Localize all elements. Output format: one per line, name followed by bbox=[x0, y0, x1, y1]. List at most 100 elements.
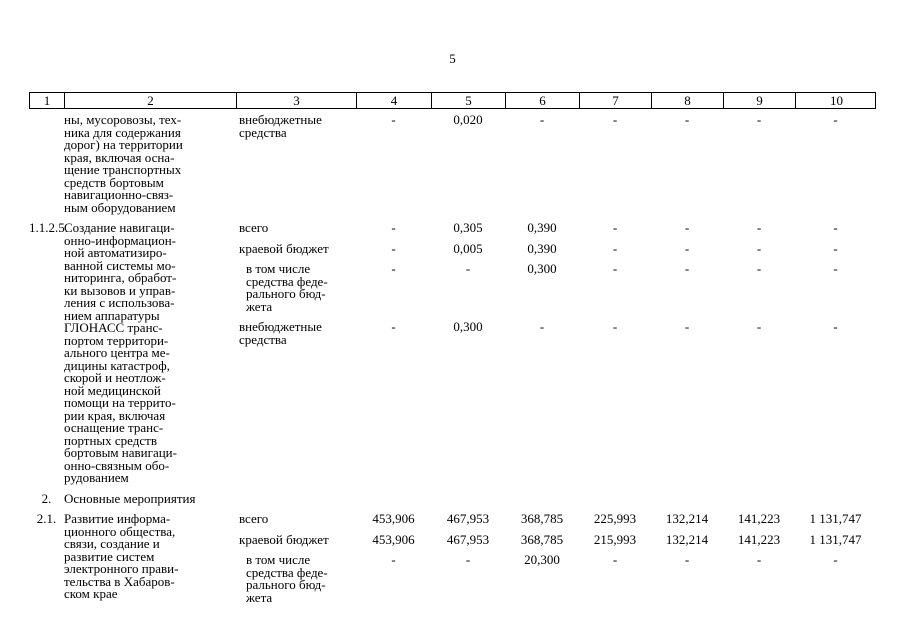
header-cell: 2 bbox=[65, 93, 237, 108]
row-number: 1.1.2.5. bbox=[29, 220, 68, 235]
value-cell: 0,390 bbox=[527, 240, 557, 256]
budget-line: внебюджетные средства - 0,020 - - - - - bbox=[236, 112, 876, 140]
header-cell: 6 bbox=[506, 93, 580, 108]
row-description: Основные мероприятия bbox=[64, 490, 196, 506]
value-cell: - bbox=[756, 220, 762, 235]
row-description: ны, мусоровозы, тех- ника для содержания… bbox=[64, 112, 183, 215]
header-cell: 5 bbox=[432, 93, 506, 108]
value-cell: 0,005 bbox=[453, 240, 483, 256]
budget-line: в том числе средства феде- рального бюд-… bbox=[236, 552, 876, 605]
budget-line-label: всего bbox=[239, 220, 269, 235]
value-cell: - bbox=[833, 112, 838, 127]
value-cell: - bbox=[684, 240, 690, 256]
value-cell: - bbox=[465, 552, 471, 567]
value-cell: - bbox=[612, 261, 618, 276]
value-cell: - bbox=[539, 319, 545, 334]
value-cell: - bbox=[756, 240, 762, 256]
table-body: ны, мусоровозы, тех- ника для содержания… bbox=[29, 109, 876, 604]
value-cell: - bbox=[391, 319, 396, 334]
value-cell: 132,214 bbox=[665, 531, 709, 547]
value-cell: - bbox=[612, 552, 618, 567]
value-cell: 20,300 bbox=[524, 552, 560, 567]
value-cell: 0,390 bbox=[527, 220, 557, 235]
header-cell: 4 bbox=[357, 93, 432, 108]
table-row: 1.1.2.5. Создание навигаци- онно-информа… bbox=[29, 220, 876, 485]
value-cell: 0,305 bbox=[453, 220, 483, 235]
value-cell: - bbox=[684, 112, 690, 127]
header-cell: 7 bbox=[580, 93, 652, 108]
budget-table: 1 2 3 4 5 6 7 8 9 10 ны, мусоровозы, тех… bbox=[29, 92, 876, 612]
value-cell: - bbox=[612, 240, 618, 256]
table-row: 2. Основные мероприятия bbox=[29, 490, 876, 506]
budget-line: краевой бюджет - 0,005 0,390 - - - - bbox=[236, 240, 876, 256]
row-items: всего - 0,305 0,390 - - - - краевой бюдж… bbox=[236, 220, 876, 347]
value-cell: - bbox=[756, 319, 762, 334]
header-cell: 8 bbox=[652, 93, 724, 108]
value-cell: 368,785 bbox=[520, 511, 564, 526]
budget-line-label: краевой бюджет bbox=[239, 240, 329, 256]
row-description: Развитие информа- ционного общества, свя… bbox=[64, 511, 179, 601]
value-cell: - bbox=[612, 319, 618, 334]
value-cell: - bbox=[833, 552, 838, 567]
value-cell: - bbox=[539, 112, 545, 127]
table-row: 2.1. Развитие информа- ционного общества… bbox=[29, 511, 876, 605]
value-cell: - bbox=[391, 220, 396, 235]
value-cell: - bbox=[684, 552, 690, 567]
header-cell: 9 bbox=[724, 93, 796, 108]
budget-line-label: всего bbox=[239, 511, 269, 526]
value-cell: - bbox=[612, 112, 618, 127]
value-cell: 453,906 bbox=[372, 531, 415, 547]
budget-line-label: внебюджетные средства bbox=[239, 319, 322, 347]
row-items: внебюджетные средства - 0,020 - - - - - bbox=[236, 112, 876, 140]
budget-line-label: в том числе средства феде- рального бюд-… bbox=[246, 261, 328, 314]
budget-line: всего 453,906 467,953 368,785 225,993 13… bbox=[236, 511, 876, 526]
budget-line-label: в том числе средства феде- рального бюд-… bbox=[246, 552, 328, 605]
header-cell: 10 bbox=[830, 93, 843, 108]
value-cell: - bbox=[833, 319, 838, 334]
value-cell: - bbox=[684, 261, 690, 276]
value-cell: - bbox=[391, 261, 396, 276]
value-cell: 215,993 bbox=[593, 531, 637, 547]
budget-line-label: краевой бюджет bbox=[239, 531, 329, 547]
value-cell: 225,993 bbox=[593, 511, 637, 526]
value-cell: - bbox=[391, 240, 396, 256]
row-number: 2.1. bbox=[36, 511, 57, 526]
table-header: 1 2 3 4 5 6 7 8 9 10 bbox=[29, 92, 876, 109]
value-cell: 1 131,747 bbox=[809, 511, 862, 526]
row-description: Создание навигаци- онно-информацион- ной… bbox=[64, 220, 177, 485]
table-row: ны, мусоровозы, тех- ника для содержания… bbox=[29, 112, 876, 215]
value-cell: 453,906 bbox=[372, 511, 415, 526]
value-cell: 141,223 bbox=[737, 531, 781, 547]
budget-line: краевой бюджет 453,906 467,953 368,785 2… bbox=[236, 531, 876, 547]
value-cell: - bbox=[756, 261, 762, 276]
value-cell: 467,953 bbox=[446, 531, 490, 547]
value-cell: 132,214 bbox=[665, 511, 709, 526]
value-cell: 467,953 bbox=[446, 511, 490, 526]
budget-line-label: внебюджетные средства bbox=[239, 112, 322, 140]
value-cell: - bbox=[833, 261, 838, 276]
value-cell: 0,020 bbox=[453, 112, 483, 127]
value-cell: 0,300 bbox=[527, 261, 557, 276]
value-cell: - bbox=[391, 552, 396, 567]
row-number: 2. bbox=[41, 490, 52, 506]
value-cell: 368,785 bbox=[520, 531, 564, 547]
value-cell: - bbox=[756, 552, 762, 567]
value-cell: - bbox=[756, 112, 762, 127]
budget-line: в том числе средства феде- рального бюд-… bbox=[236, 261, 876, 314]
value-cell: - bbox=[391, 112, 396, 127]
value-cell: - bbox=[684, 220, 690, 235]
value-cell: - bbox=[612, 220, 618, 235]
budget-line: внебюджетные средства - 0,300 - - - - - bbox=[236, 319, 876, 347]
budget-line: всего - 0,305 0,390 - - - - bbox=[236, 220, 876, 235]
value-cell: 141,223 bbox=[737, 511, 781, 526]
value-cell: 0,300 bbox=[453, 319, 483, 334]
value-cell: - bbox=[465, 261, 471, 276]
value-cell: 1 131,747 bbox=[809, 531, 862, 547]
header-cell: 1 bbox=[30, 93, 65, 108]
value-cell: - bbox=[684, 319, 690, 334]
page-number: 5 bbox=[449, 51, 456, 66]
row-items: всего 453,906 467,953 368,785 225,993 13… bbox=[236, 511, 876, 605]
value-cell: - bbox=[833, 220, 838, 235]
value-cell: - bbox=[833, 240, 838, 256]
